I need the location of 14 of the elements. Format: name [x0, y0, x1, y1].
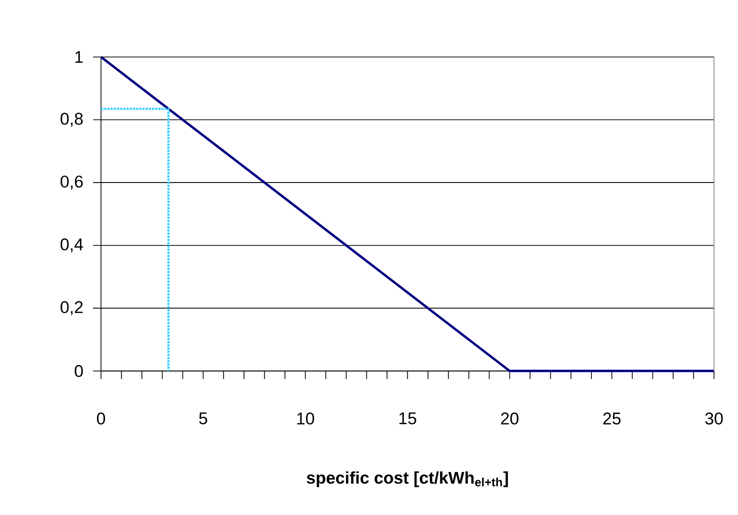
x-tick-label: 0	[96, 412, 106, 424]
y-tick-label: 0,8	[60, 112, 83, 127]
x-tick-label: 30	[705, 412, 723, 424]
y-tick-label: 0	[74, 364, 83, 377]
x-tick-label: 25	[603, 412, 621, 424]
text: specific cost [ct/kWh$_{el+th}$]	[306, 471, 508, 488]
x-tick-label: 15	[399, 412, 416, 424]
x-tick-label: 5	[199, 412, 208, 424]
y-tick-label: 1	[75, 51, 83, 63]
x-tick-label: 20	[501, 412, 518, 424]
y-tick-label: 0,2	[60, 301, 83, 316]
x-tick-label: 10	[297, 412, 314, 424]
y-tick-label: 0,4	[60, 238, 83, 252]
y-tick-label: 0,6	[60, 176, 83, 190]
